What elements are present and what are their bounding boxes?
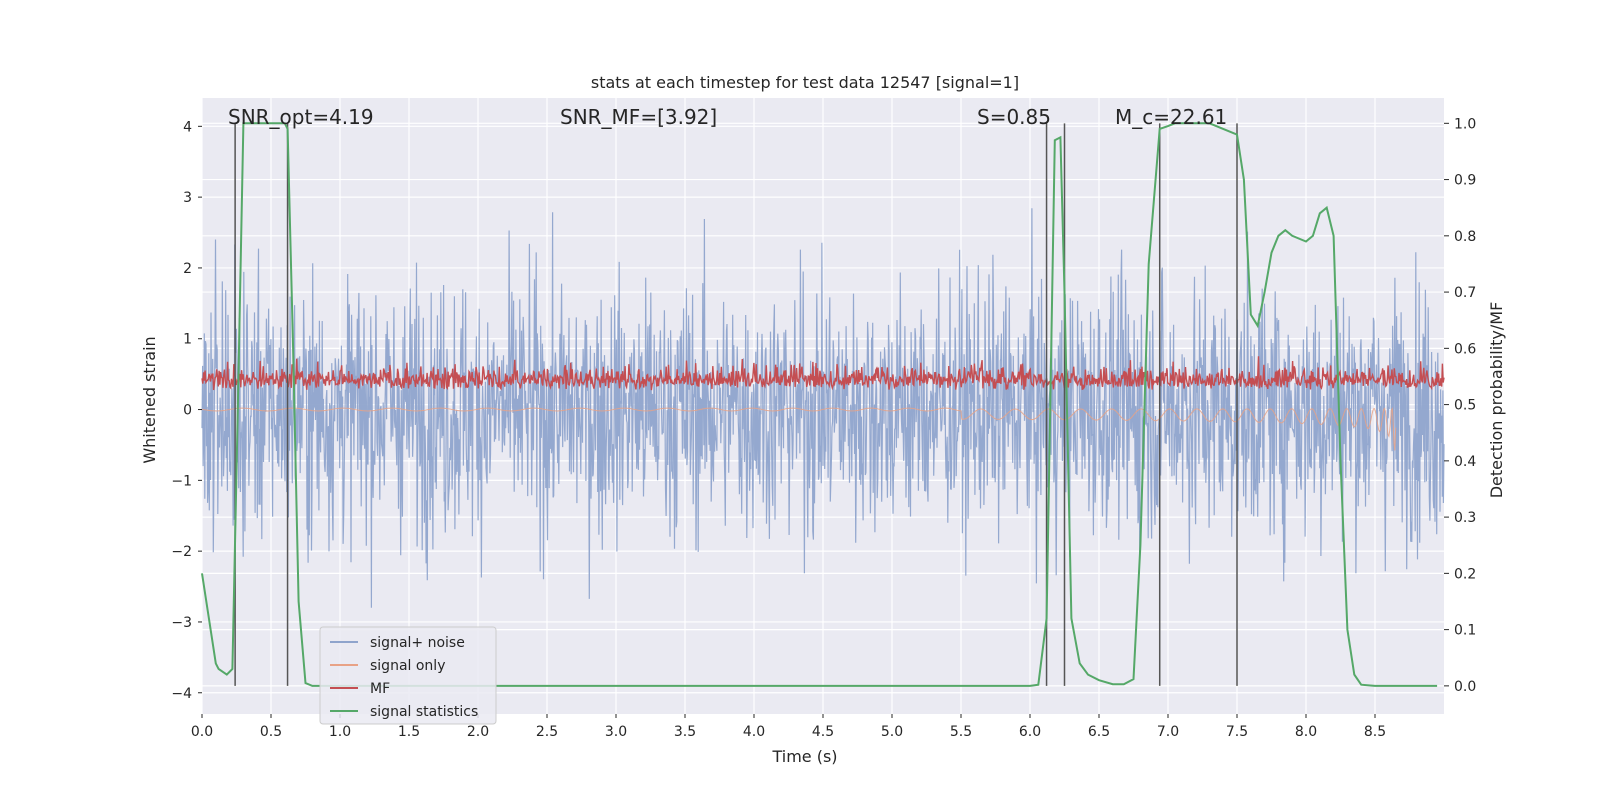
annotation-mc: M_c=22.61 <box>1115 105 1227 129</box>
x-tick-label: 7.5 <box>1226 724 1248 740</box>
legend-box <box>319 626 497 725</box>
annotation-snr-mf: SNR_MF=[3.92] <box>560 105 717 129</box>
y-tick-label: −1 <box>171 473 192 489</box>
y-tick-label: 0 <box>183 403 192 419</box>
y-tick-label: 1 <box>183 332 192 348</box>
y2-tick-label: 1.0 <box>1454 116 1476 132</box>
x-tick-label: 6.0 <box>1019 724 1041 740</box>
y2-axis-label: Detection probability/MF <box>1487 302 1506 499</box>
detection-vlines <box>234 123 1238 686</box>
x-tick-label: 5.5 <box>950 724 972 740</box>
y-axis-ticks: 4 3 2 1 0 −1 −2 −3 −4 <box>171 119 202 702</box>
stats-series <box>201 122 1438 687</box>
y2-axis-ticks: 1.0 0.9 0.8 0.7 0.6 0.5 0.4 0.3 0.2 0.1 0.0 <box>1444 116 1476 695</box>
x-tick-label: 4.5 <box>812 724 834 740</box>
y-tick-label: 2 <box>183 261 192 277</box>
legend: signal+ noise signal only MF signal stat… <box>319 626 497 725</box>
y-tick-label: −4 <box>171 686 192 702</box>
legend-label-signal: signal only <box>370 658 445 674</box>
y2-tick-label: 0.4 <box>1454 454 1476 470</box>
y2-tick-label: 0.1 <box>1454 623 1476 639</box>
x-tick-label: 8.5 <box>1364 724 1386 740</box>
x-tick-label: 7.0 <box>1157 724 1179 740</box>
legend-label-mf: MF <box>370 681 390 697</box>
x-tick-label: 3.5 <box>674 724 696 740</box>
x-axis-label: Time (s) <box>771 747 837 766</box>
x-tick-label: 0.0 <box>191 724 213 740</box>
x-tick-label: 2.0 <box>467 724 489 740</box>
x-tick-label: 5.0 <box>881 724 903 740</box>
series-signal-statistics <box>201 122 1438 687</box>
series-signal-only <box>201 407 1397 451</box>
x-tick-label: 6.5 <box>1088 724 1110 740</box>
legend-label-stats: signal statistics <box>370 704 478 720</box>
x-tick-label: 2.5 <box>536 724 558 740</box>
y-axis-label: Whitened strain <box>140 336 159 463</box>
x-tick-label: 8.0 <box>1295 724 1317 740</box>
signal-trace <box>201 407 1397 451</box>
y2-tick-label: 0.7 <box>1454 285 1476 301</box>
y-tick-label: 3 <box>183 190 192 206</box>
y-tick-label: −3 <box>171 615 192 631</box>
x-axis-ticks: 0.0 0.5 1.0 1.5 2.0 2.5 3.0 3.5 4.0 4.5 5.0 5.5 6.0 6… <box>191 714 1386 740</box>
y2-tick-label: 0.3 <box>1454 510 1476 526</box>
x-tick-label: 1.5 <box>398 724 420 740</box>
x-tick-label: 0.5 <box>260 724 282 740</box>
y2-tick-label: 0.8 <box>1454 229 1476 245</box>
legend-label-noise: signal+ noise <box>370 635 465 651</box>
y2-tick-label: 0.6 <box>1454 341 1476 357</box>
x-tick-label: 3.0 <box>605 724 627 740</box>
y-tick-label: 4 <box>183 119 192 135</box>
y2-tick-label: 0.0 <box>1454 679 1476 695</box>
x-tick-label: 1.0 <box>329 724 351 740</box>
chart-title: stats at each timestep for test data 125… <box>591 73 1019 92</box>
x-tick-label: 4.0 <box>743 724 765 740</box>
y-tick-label: −2 <box>171 544 192 560</box>
y2-tick-label: 0.2 <box>1454 566 1476 582</box>
annotation-s: S=0.85 <box>977 105 1051 129</box>
y2-tick-label: 0.5 <box>1454 398 1476 414</box>
annotation-snr-opt: SNR_opt=4.19 <box>228 105 374 129</box>
y2-tick-label: 0.9 <box>1454 173 1476 189</box>
